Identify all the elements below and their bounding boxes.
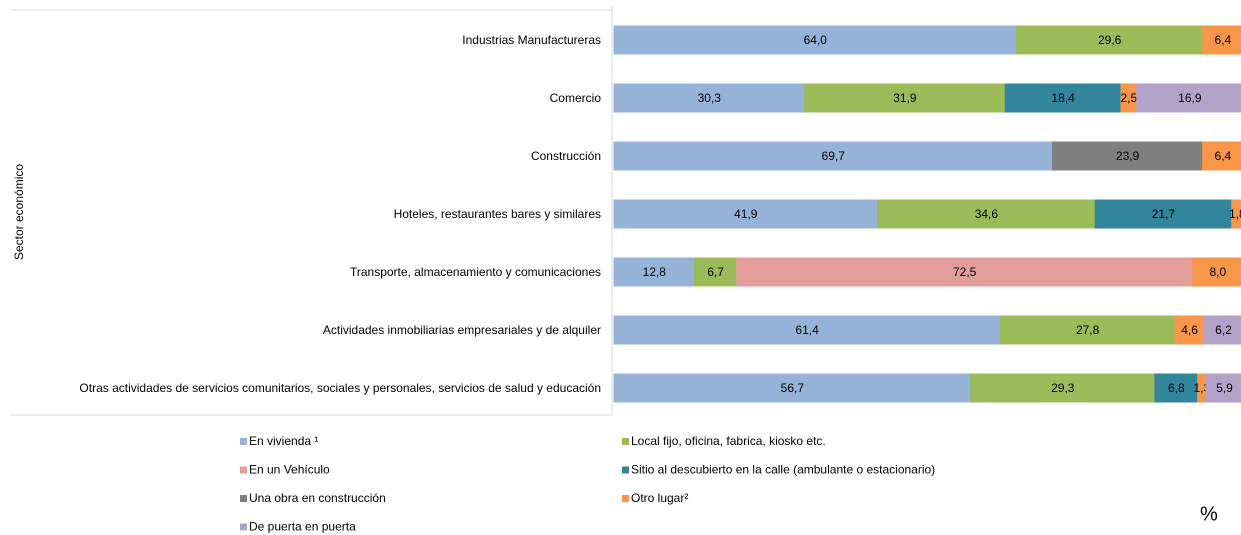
data-label: 29,6 [1098,33,1122,47]
data-label: 1,8 [1229,207,1241,221]
bar-segment [1205,373,1241,403]
legend-label: Local fijo, oficina, fabrica, kiosko etc… [631,434,826,448]
bar-segment [694,257,738,287]
bar-shade [877,224,1096,228]
bar-segment [1202,141,1241,171]
bar-shade [1016,50,1203,54]
data-label: 5,9 [1216,381,1233,395]
bar-segment [1136,83,1241,113]
data-label: 41,9 [734,207,758,221]
category-label: Hoteles, restaurantes bares y similares [393,207,601,221]
legend-swatch [240,523,247,531]
legend-label: De puerta en puerta [249,520,356,534]
bar-shade [614,50,1017,54]
bar-shade [1192,282,1241,286]
bar-shade [1095,224,1232,228]
bar-segment [613,83,806,113]
data-label: 6,4 [1215,149,1232,163]
bar-shade [614,166,1053,170]
bar-shade [804,108,1006,112]
bar-segment [1192,257,1241,287]
data-label: 6,4 [1215,33,1232,47]
bar-segment [613,315,1001,345]
bar-shade [1052,166,1203,170]
bar-shade [614,224,878,228]
category-label: Construcción [530,149,601,163]
legend-label: En un Vehículo [249,463,330,477]
data-label: 6,2 [1215,323,1232,337]
bar-shade [614,108,805,112]
bar-segment [1004,83,1122,113]
legend-label: Sitio al descubierto en la calle (ambula… [631,463,935,477]
bar-shade [614,282,695,286]
bar-segment [1154,373,1199,403]
bar-shade [1000,340,1176,344]
unit-note: % [1200,503,1218,525]
legend-label: Otro lugar² [631,491,688,505]
data-label: 6,8 [1168,381,1185,395]
bar-segment [1016,25,1204,55]
data-label: 27,8 [1076,323,1100,337]
legend-swatch [622,495,629,502]
data-label: 2,5 [1120,91,1137,105]
category-label: Industrias Manufactureras [462,33,601,47]
bar-shade [614,398,971,402]
bar-shade [1154,398,1198,402]
data-label: 21,7 [1152,207,1176,221]
data-label: 29,3 [1051,381,1075,395]
bar-shade [694,282,737,286]
bar-segment [613,257,696,287]
bar-segment [1203,315,1241,345]
bar-shade [1136,108,1241,112]
bar-shade [970,398,1155,402]
data-label: 72,5 [953,265,977,279]
bar-shade [1175,340,1205,344]
legend-swatch [240,466,247,474]
bar-segment [1094,199,1233,229]
legend-label: En vivienda ¹ [249,434,318,448]
bar-segment [736,257,1194,287]
y-axis-label: Sector económico [12,164,26,260]
bar-shade [614,340,1001,344]
data-label: 34,6 [975,207,999,221]
bar-shade [736,282,1193,286]
bar-segment [613,199,879,229]
category-label: Comercio [549,91,601,105]
legend-label: Una obra en construcción [249,491,386,505]
bar-segment [970,373,1156,403]
data-label: 12,8 [643,265,667,279]
data-label: 61,4 [795,323,819,337]
category-label: Otras actividades de servicios comunitar… [79,381,601,395]
data-label: 31,9 [893,91,917,105]
data-label: 6,7 [707,265,724,279]
category-label: Transporte, almacenamiento y comunicacio… [349,265,601,279]
data-label: 23,9 [1116,149,1140,163]
data-label: 16,9 [1178,91,1202,105]
bar-shade [1197,398,1206,402]
bar-shade [1205,398,1241,402]
data-label: 18,4 [1051,91,1075,105]
legend-swatch [240,495,247,502]
data-label: 64,0 [804,33,828,47]
bar-shade [1231,224,1241,228]
bar-segment [613,25,1018,55]
category-label: Actividades inmobiliarias empresariales … [322,323,601,337]
bar-shade [1202,50,1241,54]
data-label: 4,6 [1181,323,1198,337]
bar-shade [1204,340,1241,344]
bar-shade [1202,166,1241,170]
data-label: 8,0 [1209,265,1226,279]
legend-swatch [622,466,629,474]
legend-swatch [622,438,629,445]
bar-segment [613,141,1053,171]
data-label: 30,3 [698,91,722,105]
bar-shade [1005,108,1121,112]
bar-shade [1120,108,1137,112]
data-label: 56,7 [781,381,805,395]
legend-swatch [240,438,247,445]
data-label: 69,7 [822,149,846,163]
